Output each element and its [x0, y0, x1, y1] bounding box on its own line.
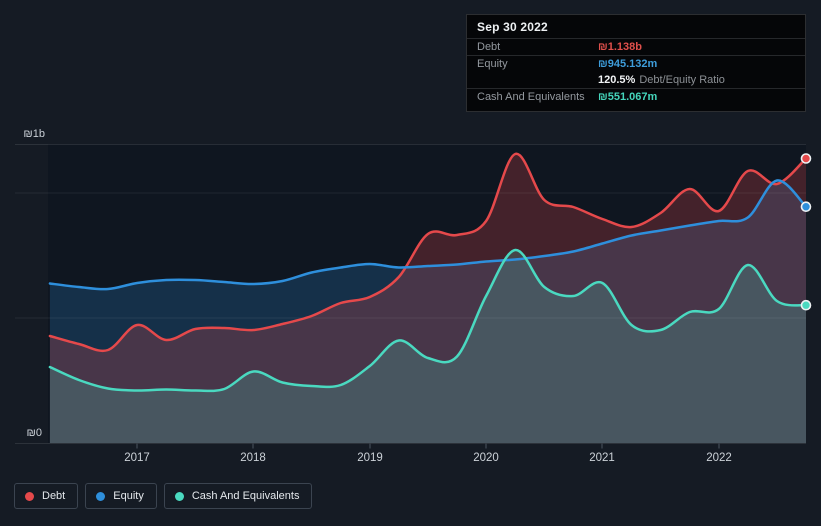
x-axis-ticks	[136, 443, 720, 449]
tooltip-equity-label: Equity	[477, 58, 508, 70]
tooltip-debt-row: Debt ₪1.138b	[467, 39, 805, 56]
chart-tooltip: Sep 30 2022 Debt ₪1.138b Equity ₪945.132…	[466, 14, 806, 112]
tooltip-ratio-value: 120.5%	[598, 74, 636, 86]
tooltip-debt-value: ₪1.138b	[598, 41, 642, 53]
chart-legend: Debt Equity Cash And Equivalents	[14, 483, 313, 509]
equity-endpoint-dot	[800, 201, 812, 212]
x-label-2022: 2022	[706, 452, 732, 464]
tooltip-equity-value: ₪945.132m	[598, 58, 658, 70]
legend-item-debt[interactable]: Debt	[14, 483, 79, 509]
cash-area	[49, 249, 806, 443]
chart-areas	[49, 153, 806, 443]
y-axis-label-top: ₪1b	[23, 128, 45, 140]
debt-line	[48, 152, 808, 353]
tooltip-cash-value: ₪551.067m	[598, 91, 658, 103]
x-label-2017: 2017	[124, 452, 150, 464]
debt-color-dot-icon	[25, 491, 34, 501]
equity-color-dot-icon	[96, 491, 106, 501]
legend-equity-label: Equity	[113, 490, 144, 502]
legend-debt-label: Debt	[42, 490, 66, 502]
x-label-2018: 2018	[240, 452, 266, 464]
x-label-2021: 2021	[589, 452, 615, 464]
legend-item-equity[interactable]: Equity	[85, 483, 157, 509]
tooltip-date: Sep 30 2022	[467, 15, 805, 39]
x-label-2020: 2020	[473, 452, 499, 464]
tooltip-cash-row: Cash And Equivalents ₪551.067m	[467, 89, 805, 105]
equity-area	[49, 180, 806, 443]
tooltip-equity-row: Equity ₪945.132m	[467, 56, 805, 72]
debt-area	[49, 153, 806, 443]
endpoint-dots	[800, 153, 812, 311]
tooltip-ratio-row: 120.5% Debt/Equity Ratio	[467, 72, 805, 89]
cash-line	[48, 248, 808, 393]
tooltip-debt-label: Debt	[477, 41, 501, 53]
cash-endpoint-dot	[800, 299, 812, 311]
legend-cash-label: Cash And Equivalents	[191, 490, 300, 502]
y-axis-label-bottom: ₪0	[27, 427, 42, 439]
tooltip-ratio-label: Debt/Equity Ratio	[639, 74, 725, 86]
x-axis-labels: 2017 2018 2019 2020 2021 2022	[124, 452, 732, 464]
cash-color-dot-icon	[174, 491, 184, 501]
tooltip-cash-label: Cash And Equivalents	[477, 91, 585, 103]
chart-lines	[48, 152, 808, 393]
gridlines	[15, 144, 806, 444]
equity-line	[48, 179, 808, 291]
x-label-2019: 2019	[357, 452, 383, 464]
legend-item-cash[interactable]: Cash And Equivalents	[163, 483, 313, 509]
debt-endpoint-dot	[800, 153, 812, 164]
